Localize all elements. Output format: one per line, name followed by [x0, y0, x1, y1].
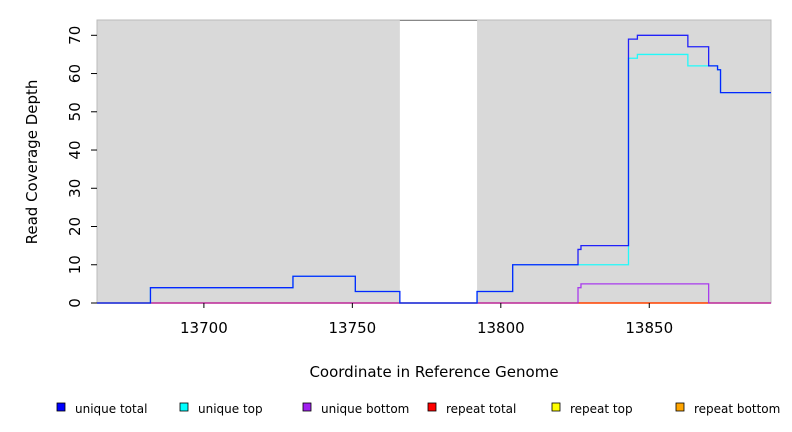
series-line-unique-total: [97, 34, 771, 304]
legend-label: repeat top: [570, 402, 633, 416]
legend-swatch: [551, 402, 561, 412]
plot-panel: [96, 19, 772, 304]
legend-swatch: [427, 402, 437, 412]
legend-swatch: [302, 402, 312, 412]
legend-label: unique total: [75, 402, 147, 416]
series-layer: [97, 34, 771, 304]
legend-label: repeat total: [446, 402, 516, 416]
x-axis-title: Coordinate in Reference Genome: [309, 363, 558, 381]
y-tick-label: 70: [66, 26, 84, 45]
legend-label: unique bottom: [321, 402, 409, 416]
legend-swatch: [675, 402, 685, 412]
x-tick-label: 13750: [328, 319, 376, 337]
y-tick-label: 40: [66, 140, 84, 159]
x-tick-label: 13700: [180, 319, 228, 337]
x-tick-label: 13800: [477, 319, 525, 337]
gap-region: [399, 20, 478, 303]
y-tick-label: 20: [66, 217, 84, 236]
y-tick-label: 60: [66, 64, 84, 83]
legend-label: repeat bottom: [694, 402, 780, 416]
series-line-unique-bottom: [97, 283, 771, 304]
legend-label: unique top: [198, 402, 263, 416]
axes-layer: 13700 13750 13800 13850 0 10 20 30 40 50 60 70: [66, 26, 673, 337]
y-tick-label: 10: [66, 255, 84, 274]
legend-swatch: [179, 402, 189, 412]
y-axis-title: Read Coverage Depth: [23, 80, 41, 245]
x-tick-label: 13850: [625, 319, 673, 337]
legend: unique total unique top unique bottom repea…: [56, 402, 780, 416]
y-tick-label: 0: [66, 298, 84, 308]
y-tick-label: 30: [66, 179, 84, 198]
legend-swatch: [56, 402, 66, 412]
y-tick-label: 50: [66, 102, 84, 121]
